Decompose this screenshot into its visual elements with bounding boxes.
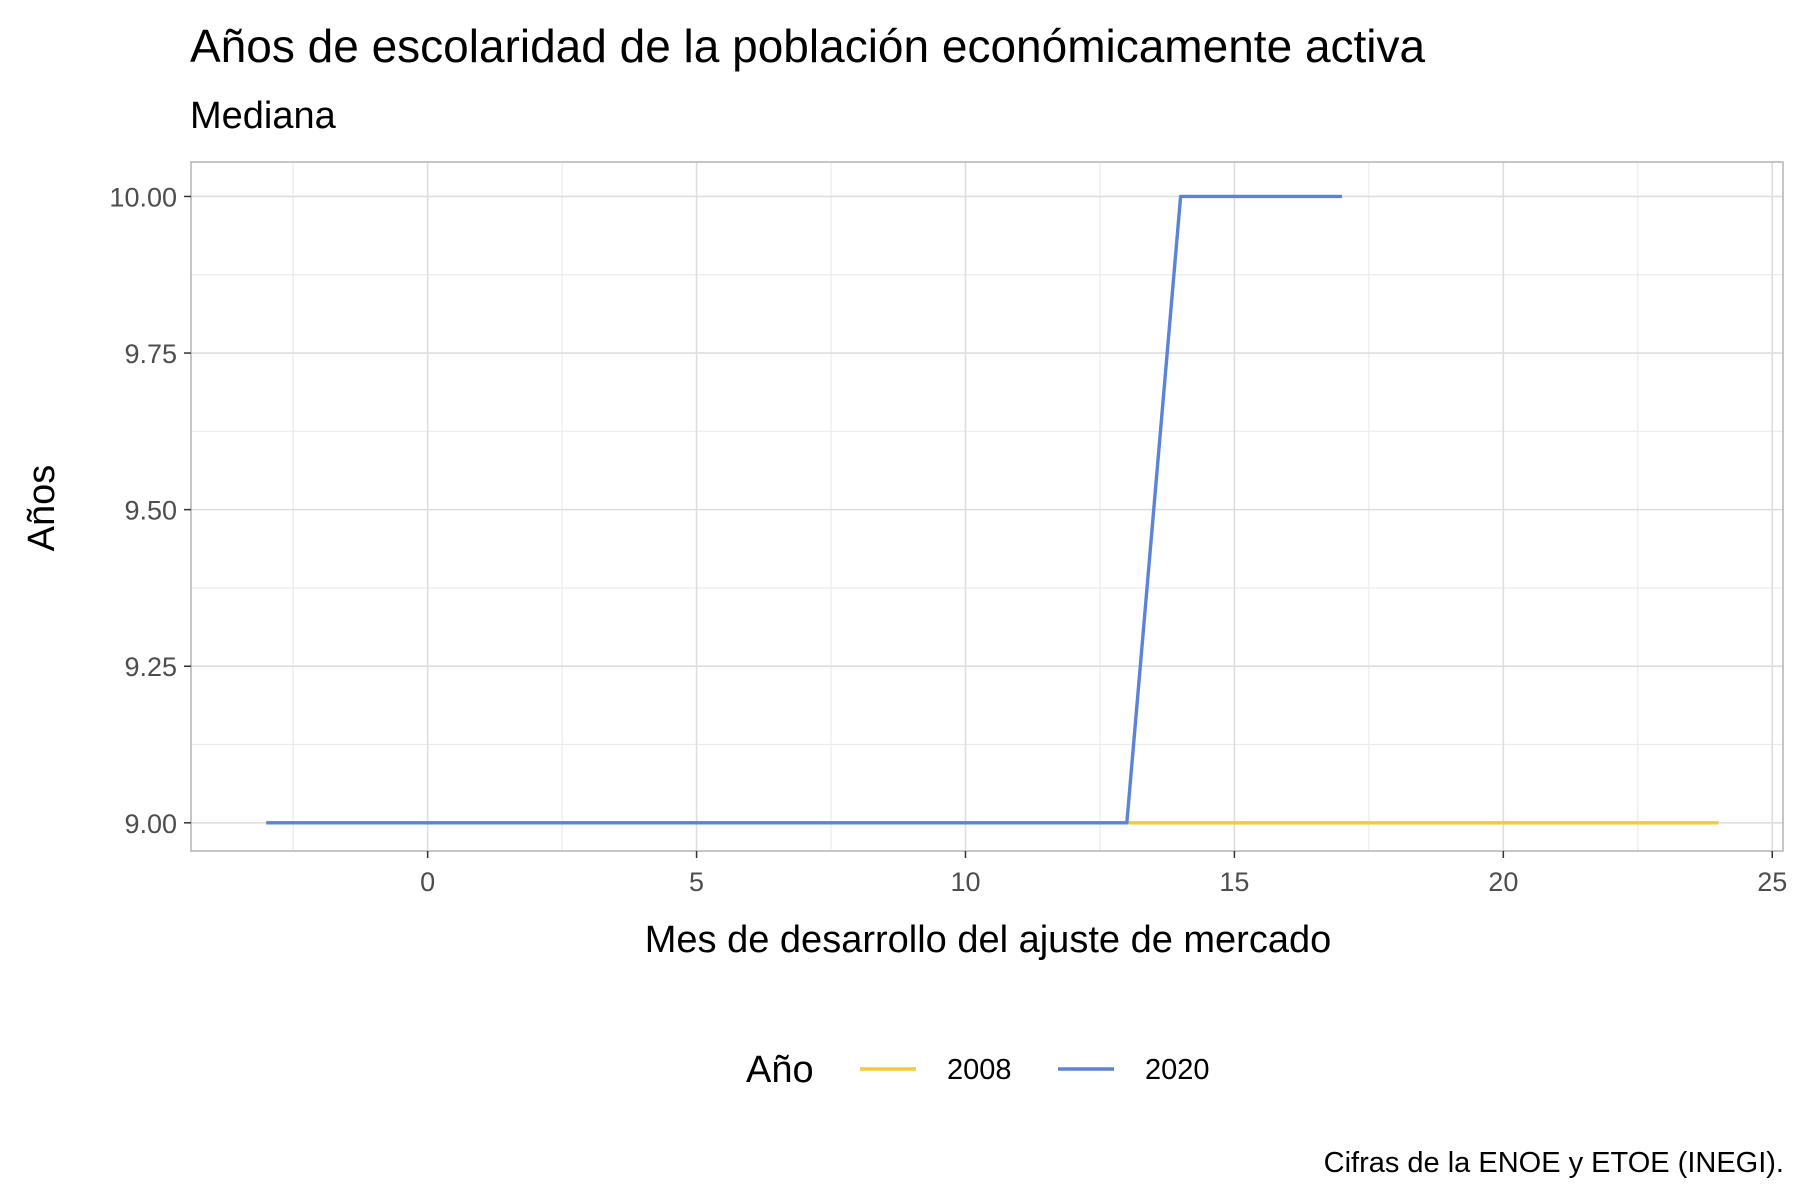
chart-subtitle: Mediana [190, 95, 337, 137]
series-layer [266, 194, 1719, 825]
y-tick-label: 9.25 [124, 652, 177, 682]
x-tick-label: 15 [1219, 867, 1249, 897]
caption: Cifras de la ENOE y ETOE (INEGI). [1324, 1147, 1784, 1179]
x-tick-label: 5 [689, 867, 704, 897]
legend: Año 2008 2020 [746, 1049, 1210, 1091]
y-tick-label: 10.00 [109, 182, 177, 212]
x-tick-label: 25 [1757, 867, 1787, 897]
legend-label-2008: 2008 [947, 1054, 1012, 1086]
y-tick-label: 9.50 [124, 496, 177, 526]
x-tick-label: 0 [420, 867, 435, 897]
series-line-2020 [266, 194, 1342, 825]
chart-title: Años de escolaridad de la población econ… [190, 20, 1426, 72]
y-axis-title: Años [21, 465, 63, 552]
legend-title: Año [746, 1049, 814, 1091]
panel-border [190, 161, 1784, 852]
grid-minor [191, 162, 1783, 851]
x-tick-label: 10 [950, 867, 980, 897]
x-tick-label: 20 [1488, 867, 1518, 897]
x-axis-title: Mes de desarrollo del ajuste de mercado [645, 919, 1332, 961]
y-tick-label: 9.75 [124, 339, 177, 369]
x-axis: 0 5 10 15 20 25 [420, 851, 1787, 897]
grid-major [191, 162, 1783, 851]
y-axis: 9.00 9.25 9.50 9.75 10.00 [109, 182, 191, 839]
legend-label-2020: 2020 [1145, 1054, 1210, 1086]
y-tick-label: 9.00 [124, 809, 177, 839]
